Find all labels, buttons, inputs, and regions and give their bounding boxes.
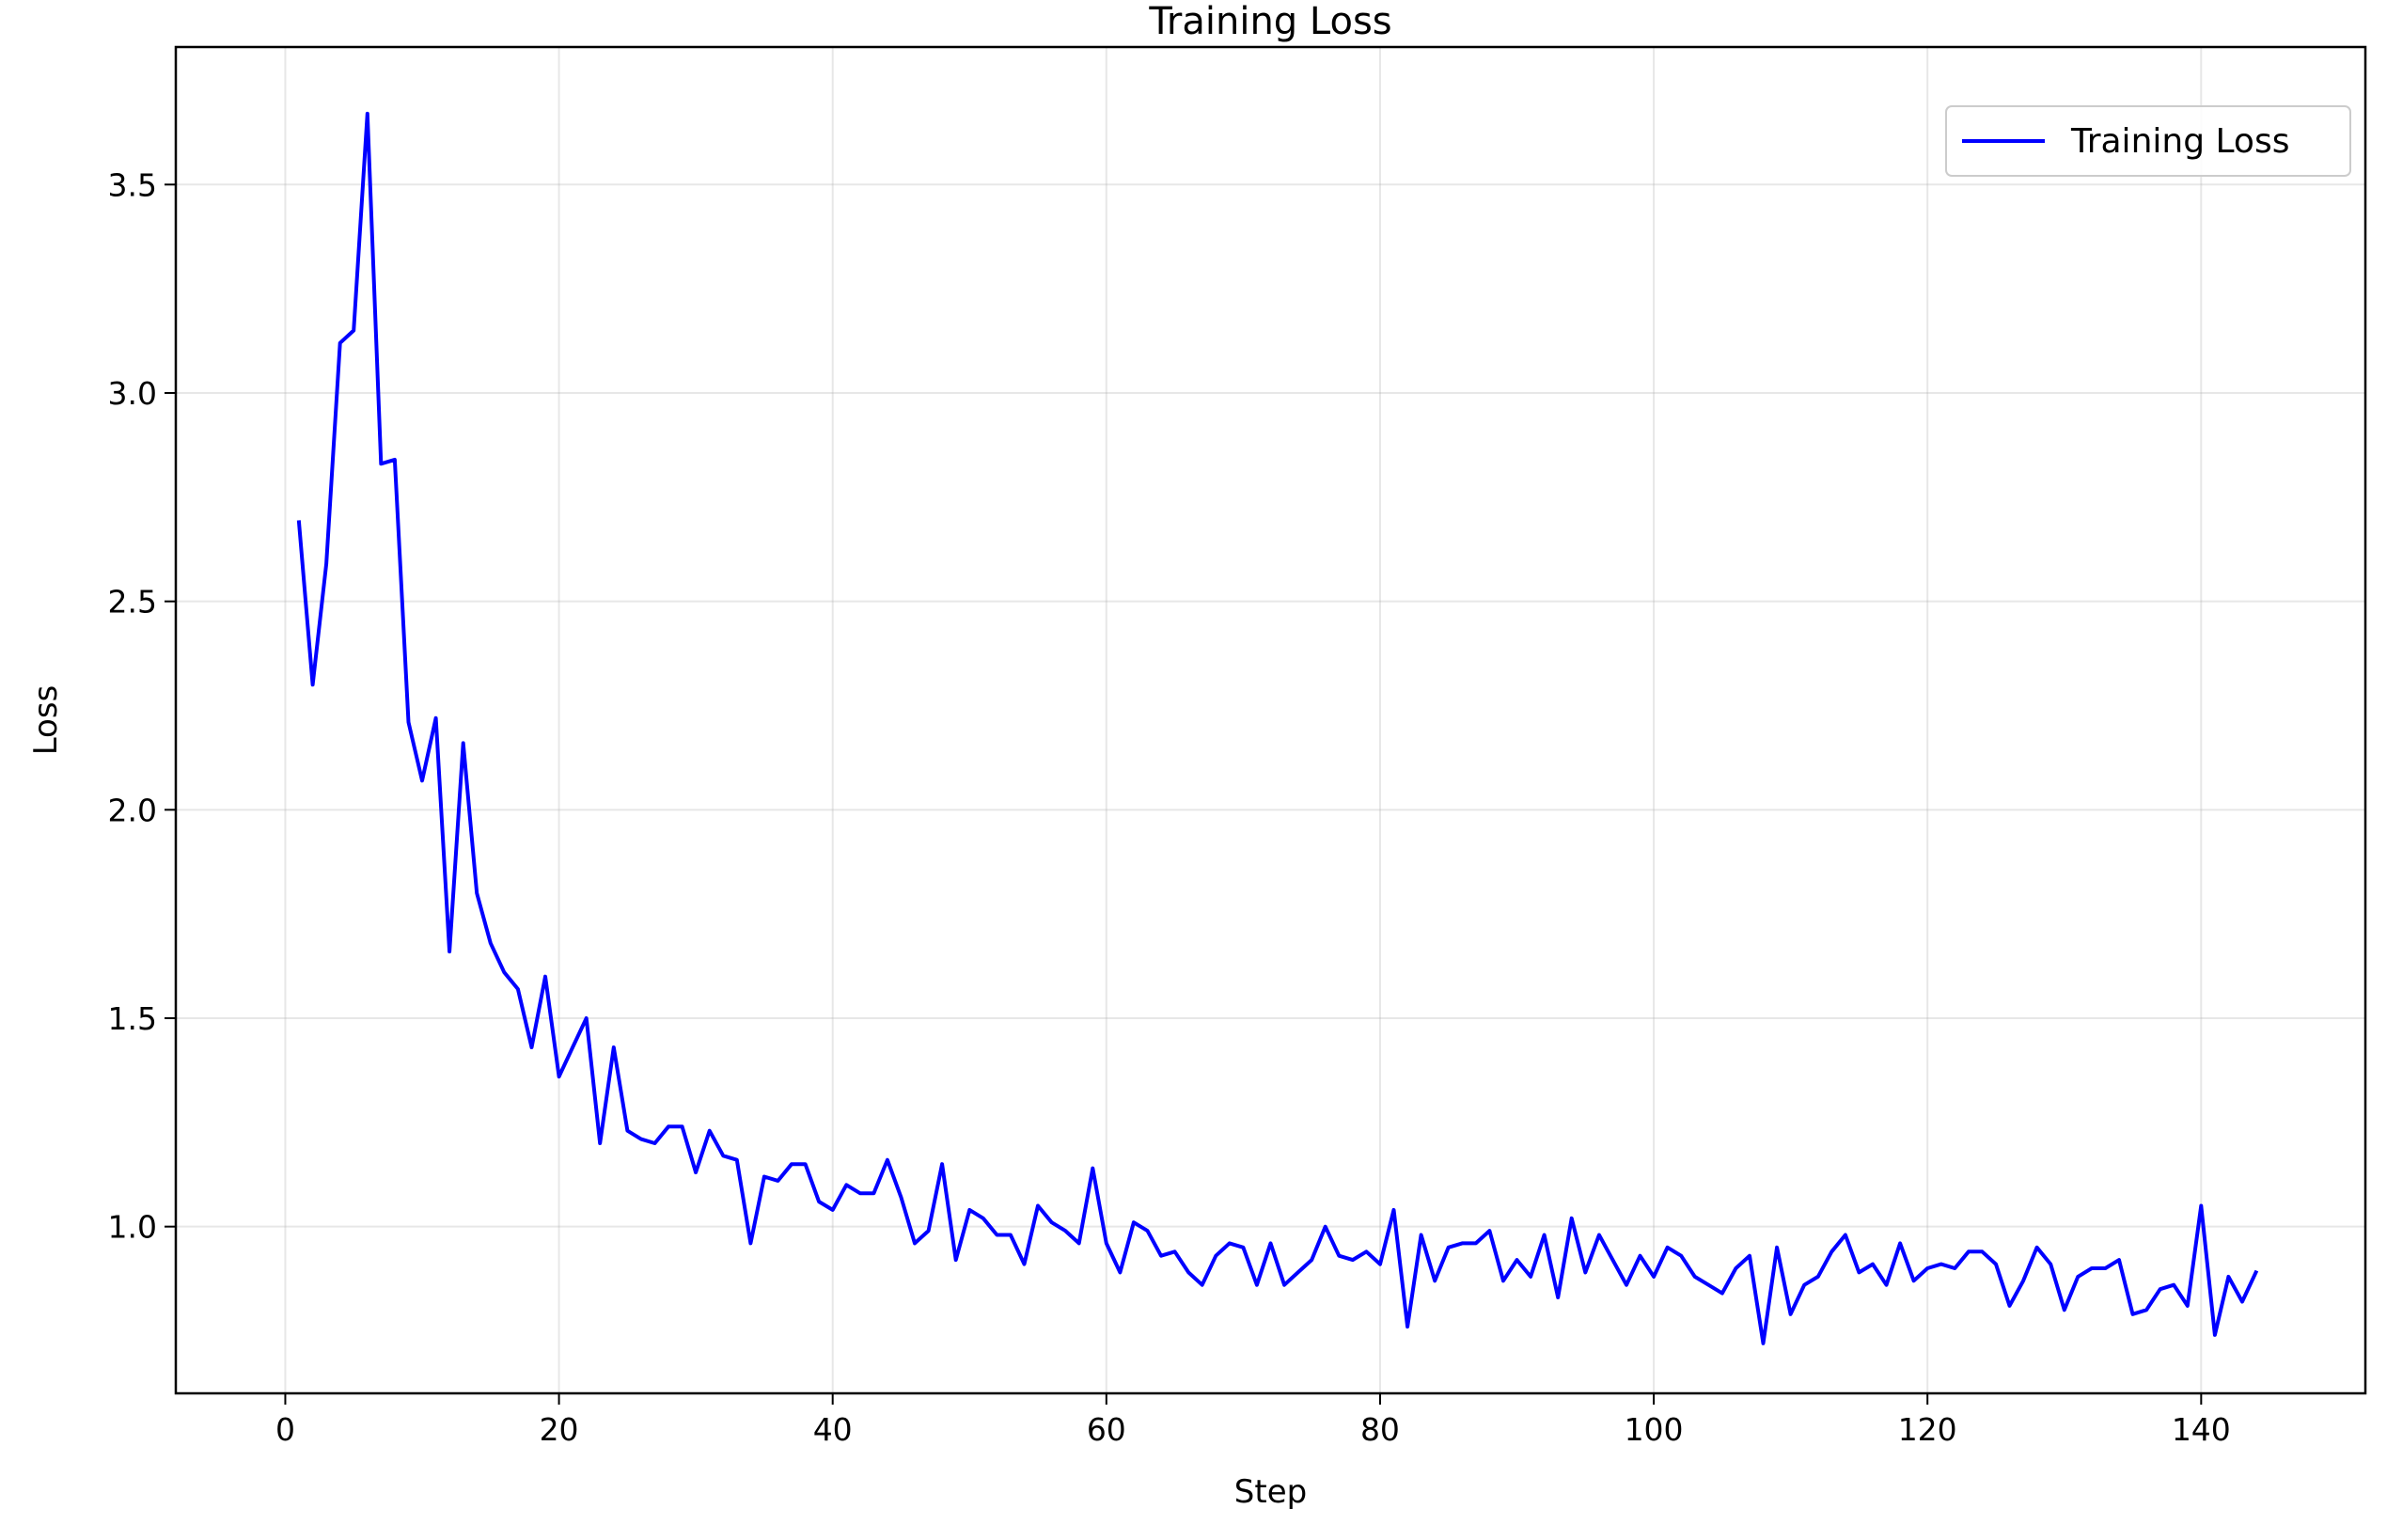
chart-title: Training Loss — [1148, 0, 1391, 43]
series-layer — [296, 111, 2259, 1345]
x-axis-title: Step — [1234, 1473, 1307, 1511]
x-tick-label: 140 — [2172, 1411, 2231, 1448]
x-tick-label: 20 — [540, 1411, 579, 1448]
legend: Training Loss — [1945, 105, 2351, 177]
y-tick-label: 2.0 — [108, 792, 157, 828]
legend-label: Training Loss — [2070, 122, 2289, 161]
y-tick-label: 3.5 — [108, 166, 157, 203]
y-tick-label: 1.0 — [108, 1209, 157, 1246]
y-axis: 1.0 1.5 2.0 2.5 3.0 3.5 — [108, 166, 176, 1246]
series-line-0 — [296, 111, 2259, 1345]
x-tick-label: 60 — [1087, 1411, 1126, 1448]
x-tick-label: 40 — [813, 1411, 853, 1448]
grid — [176, 47, 2365, 1393]
plot-frame — [174, 45, 2367, 1395]
x-tick-label: 80 — [1360, 1411, 1400, 1448]
y-tick-label: 3.0 — [108, 375, 157, 412]
x-tick-label: 100 — [1625, 1411, 1684, 1448]
y-tick-label: 2.5 — [108, 584, 157, 621]
x-tick-label: 0 — [275, 1411, 295, 1448]
y-axis-title: Loss — [27, 685, 65, 756]
y-tick-label: 1.5 — [108, 1000, 157, 1037]
x-axis: 0 20 40 60 80 100 120 140 — [275, 1393, 2231, 1448]
legend-box — [1945, 105, 2351, 177]
x-tick-label: 120 — [1898, 1411, 1957, 1448]
